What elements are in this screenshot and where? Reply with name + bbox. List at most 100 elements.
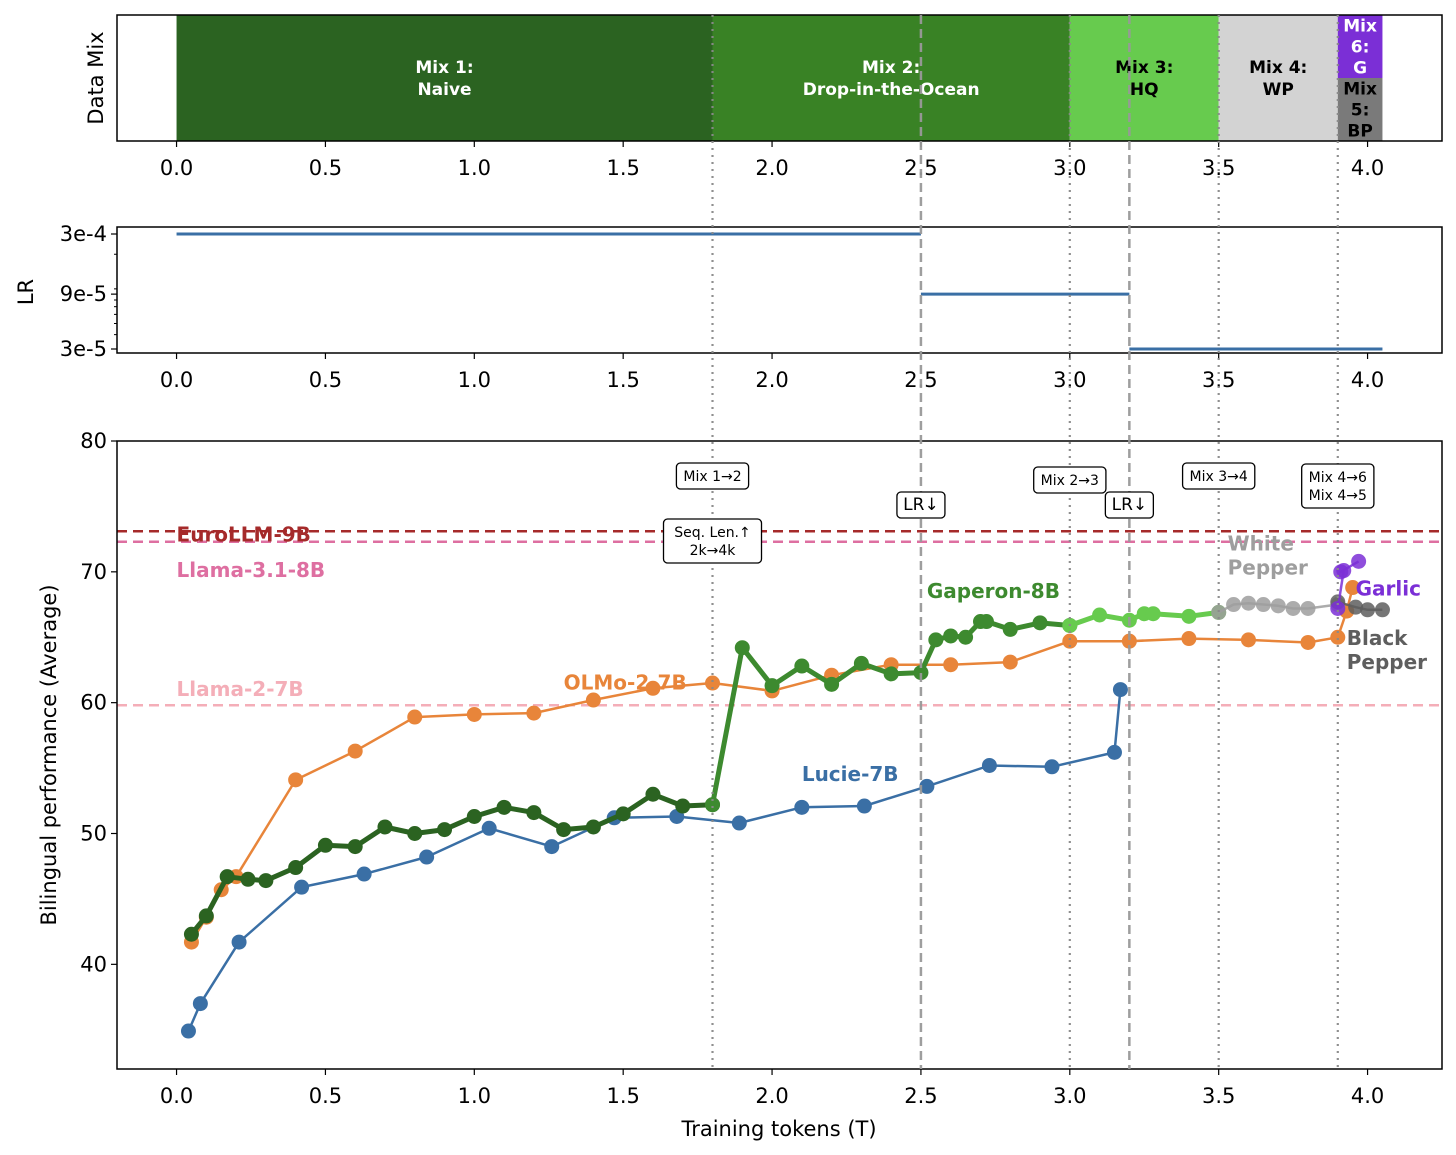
series-label-llama-2-7b: Llama-2-7B bbox=[177, 677, 304, 701]
point-lucie-7b bbox=[544, 839, 560, 855]
point-garlic bbox=[1351, 553, 1367, 569]
point-gaperon-8b bbox=[928, 632, 944, 648]
data-mix-xtick-label: 0.0 bbox=[160, 156, 193, 180]
point-gaperon-8b bbox=[943, 628, 959, 644]
point-black-pepper bbox=[1374, 602, 1390, 618]
annotation-box bbox=[1181, 462, 1256, 490]
data-mix-xtick-label: 1.5 bbox=[606, 156, 639, 180]
point-white-pepper bbox=[1270, 598, 1286, 614]
point-gaperon-8b-mix-3 bbox=[1092, 607, 1108, 623]
point-gaperon-8b-mix-1 bbox=[556, 822, 572, 838]
point-gaperon-8b-mix-3 bbox=[1181, 608, 1197, 624]
mix-segment-mix-3-hq bbox=[1069, 15, 1219, 141]
performance-xtick-label: 0.0 bbox=[160, 1084, 193, 1108]
point-gaperon-8b-mix-1 bbox=[317, 837, 333, 853]
point-white-pepper bbox=[1255, 597, 1271, 613]
point-gaperon-8b bbox=[824, 676, 840, 692]
series-label-white-pepper: White Pepper bbox=[1228, 532, 1308, 580]
point-white-pepper bbox=[1211, 604, 1227, 620]
data-mix-xtick-label: 1.0 bbox=[458, 156, 491, 180]
performance-ylabel: Bilingual performance (Average) bbox=[37, 584, 61, 925]
mix-segment-mix-6-g bbox=[1337, 15, 1383, 78]
performance-xtick-label: 1.5 bbox=[606, 1084, 639, 1108]
performance-xtick-label: 1.0 bbox=[458, 1084, 491, 1108]
data-mix-ylabel: Data Mix bbox=[84, 31, 108, 124]
series-line-olmo-2-7b bbox=[190, 587, 1354, 943]
point-white-pepper bbox=[1240, 595, 1256, 611]
annotation-label: Mix 4→6 Mix 4→5 bbox=[1309, 470, 1367, 504]
performance-xlabel: Training tokens (T) bbox=[680, 1117, 876, 1141]
series-line-gaperon-8b-mix-1 bbox=[189, 791, 713, 936]
lr-ytick-label: 3e-5 bbox=[60, 337, 107, 361]
mix-segment-label: Mix 5: BP bbox=[1343, 80, 1377, 142]
annotation-label: Mix 1→2 bbox=[683, 469, 741, 485]
mix-segment-label: Mix 1: Naive bbox=[415, 58, 473, 100]
point-gaperon-8b-mix-1 bbox=[585, 819, 601, 835]
performance-ytick-label: 60 bbox=[80, 691, 107, 715]
point-white-pepper bbox=[1285, 600, 1301, 616]
point-gaperon-8b bbox=[705, 797, 721, 813]
annotation-label: Mix 3→4 bbox=[1190, 469, 1248, 485]
annotation-label: LR↓ bbox=[903, 495, 939, 515]
point-white-pepper bbox=[1226, 597, 1242, 613]
point-lucie-7b bbox=[981, 757, 997, 773]
performance-xtick-label: 3.0 bbox=[1053, 1084, 1086, 1108]
mix-segment-mix-1-naive bbox=[176, 15, 713, 141]
point-white-pepper bbox=[1300, 600, 1316, 616]
series-label-eurollm-9b: EuroLLM-9B bbox=[177, 523, 311, 547]
point-black-pepper bbox=[1360, 602, 1376, 618]
point-gaperon-8b-mix-1 bbox=[219, 869, 235, 885]
point-olmo-2-7b bbox=[705, 675, 721, 691]
point-lucie-7b bbox=[1106, 744, 1122, 760]
annotation-box bbox=[662, 518, 763, 564]
point-lucie-7b bbox=[231, 934, 247, 950]
annotation-label: Seq. Len.↑ 2k→4k bbox=[674, 525, 751, 559]
point-olmo-2-7b bbox=[1330, 629, 1346, 645]
point-gaperon-8b-mix-1 bbox=[288, 860, 304, 876]
series-label-llama-3-1-8b: Llama-3.1-8B bbox=[177, 558, 326, 582]
point-olmo-2-7b bbox=[645, 680, 661, 696]
point-olmo-2-7b bbox=[943, 657, 959, 673]
point-olmo-2-7b bbox=[1240, 632, 1256, 648]
mix-segment-mix-5-bp bbox=[1337, 78, 1383, 141]
point-lucie-7b bbox=[856, 798, 872, 814]
annotation-label: LR↓ bbox=[1112, 495, 1148, 515]
series-line-gaperon-8b bbox=[710, 619, 1071, 806]
point-gaperon-8b bbox=[883, 666, 899, 682]
annotation-label: Mix 2→3 bbox=[1041, 473, 1099, 489]
point-lucie-7b bbox=[481, 820, 497, 836]
annotation-box bbox=[1104, 491, 1155, 519]
point-olmo-2-7b bbox=[1002, 654, 1018, 670]
point-gaperon-8b bbox=[794, 658, 810, 674]
lr-panel: LR 3e-49e-53e-5 0.0 0.5 1.0 1.5 2.0 2.5 3.0 3.5… bbox=[14, 222, 1443, 392]
point-gaperon-8b-mix-3 bbox=[1145, 606, 1161, 622]
point-gaperon-8b bbox=[1032, 615, 1048, 631]
performance-panel: EuroLLM-9B Llama-3.1-8B Llama-2-7B OLMo-2-7… bbox=[37, 429, 1443, 1141]
series-label-olmo-2-7b: OLMo-2-7B bbox=[564, 671, 687, 695]
series-label-garlic: Garlic bbox=[1356, 576, 1421, 600]
point-garlic bbox=[1333, 564, 1349, 580]
lr-xtick-label: 0.0 bbox=[160, 368, 193, 392]
annotation-box bbox=[896, 491, 946, 519]
point-lucie-7b bbox=[1044, 759, 1060, 775]
point-gaperon-8b-mix-1 bbox=[675, 798, 691, 814]
mix-segment-mix-4-wp bbox=[1218, 15, 1338, 141]
point-gaperon-8b bbox=[978, 614, 994, 630]
lr-xtick-label: 2.0 bbox=[755, 368, 788, 392]
point-gaperon-8b bbox=[913, 665, 929, 681]
point-olmo-2-7b bbox=[526, 705, 542, 721]
point-gaperon-8b-mix-1 bbox=[437, 822, 453, 838]
point-olmo-2-7b bbox=[1300, 634, 1316, 650]
lr-ytick-label: 9e-5 bbox=[60, 282, 107, 306]
performance-xtick-label: 4.0 bbox=[1351, 1084, 1384, 1108]
series-line-lucie-7b bbox=[187, 689, 1122, 1032]
point-olmo-2-7b bbox=[466, 706, 482, 722]
series-label-lucie-7b: Lucie-7B bbox=[802, 762, 899, 786]
series-label-gaperon-8b: Gaperon-8B bbox=[927, 579, 1060, 603]
point-gaperon-8b-mix-1 bbox=[496, 799, 512, 815]
point-gaperon-8b-mix-1 bbox=[615, 806, 631, 822]
point-gaperon-8b bbox=[958, 629, 974, 645]
lr-xtick-label: 0.5 bbox=[309, 368, 342, 392]
